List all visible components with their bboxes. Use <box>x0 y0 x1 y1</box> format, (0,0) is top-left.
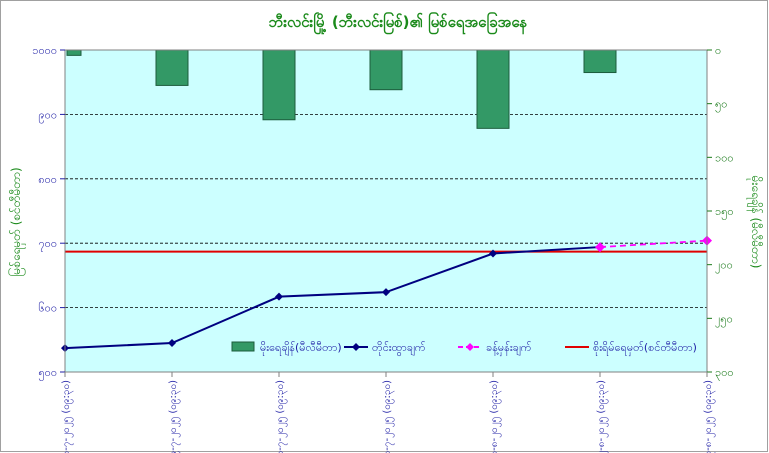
rain-bar <box>262 49 296 121</box>
x-tick-label: ၃၁-၇-၂၀၂၅ (၀၉:၃၀) <box>382 380 395 453</box>
right-tick-label: ၅၀ <box>715 98 727 113</box>
x-tick-label: ၃၀-၇-၂၀၂၅ (၀၉:၃၀) <box>275 380 288 453</box>
left-tick-label: ၁၀၀၀ <box>32 44 57 57</box>
x-tick-label: ၂-၈-၂၀၂၅ (၀၉:၃၀) <box>596 380 609 453</box>
x-tick-label: ၂၈-၇-၂၀၂၅ (၀၉:၃၀) <box>61 380 74 453</box>
legend-label: စိုးရိမ်ရေမှတ်(စင်တီမီတာ) <box>593 341 697 356</box>
right-tick-label: ၀ <box>715 44 721 57</box>
right-axis-title: မိုးရေချိန် (မီလီမီတာ) <box>746 176 764 269</box>
legend-label: မိုးရေချိန်(မီလီမီတာ) <box>260 341 342 356</box>
x-axis-ticks: ၂၈-၇-၂၀၂၅ (၀၉:၃၀) ၂၉-၇-၂၀၂၅ (၀၉:၃၀) ၃၀-၇-၂… <box>61 372 716 453</box>
measured-point <box>382 288 390 297</box>
measured-point <box>489 249 497 258</box>
legend-marker <box>466 343 474 351</box>
measured-point <box>168 339 176 348</box>
forecast-point <box>595 242 605 253</box>
measured-line <box>64 246 601 350</box>
right-tick-label: ၂၀၀ <box>715 259 733 274</box>
legend-label: တိုင်းထွာချက် <box>372 341 426 356</box>
left-tick-label: ၆၀၀ <box>38 302 57 315</box>
rain-bar <box>155 49 189 86</box>
left-tick-label: ၅၀၀ <box>38 366 57 381</box>
plot-area <box>65 50 707 372</box>
left-tick-label: ၉၀၀ <box>38 108 57 123</box>
rainfall-bars <box>66 49 617 129</box>
x-tick-label: ၃-၈-၂၀၂၅ (၀၉:၃၀) <box>703 380 716 453</box>
rain-bar <box>476 49 510 129</box>
left-tick-label: ၈၀၀ <box>38 173 57 186</box>
left-axis-ticks: ၅၀၀ ၆၀၀ ၇၀၀ ၈၀၀ ၉၀၀ ၁၀၀၀ <box>32 44 65 381</box>
legend-marker <box>352 343 360 351</box>
rain-bar <box>583 49 617 74</box>
x-tick-label: ၂၉-၇-၂၀၂၅ (၀၉:၃၀) <box>168 380 181 453</box>
right-tick-label: ၁၅၀ <box>715 205 734 220</box>
x-tick-label: ၁-၈-၂၀၂၅ (၀၉:၃၀) <box>489 380 502 453</box>
right-tick-label: ၃၀၀ <box>715 366 734 381</box>
legend-swatch <box>231 341 255 352</box>
right-tick-label: ၂၅၀ <box>715 312 733 327</box>
measured-point <box>275 292 283 301</box>
left-tick-label: ၇၀၀ <box>38 237 57 252</box>
forecast-line <box>599 239 708 248</box>
water-level-lines <box>64 239 708 350</box>
rain-bar <box>369 49 403 91</box>
legend-label: ခန့်မှန်းချက် <box>486 341 532 356</box>
rain-bar <box>66 49 82 56</box>
right-tick-label: ၁၀၀ <box>715 151 734 164</box>
legend: မိုးရေချိန်(မီလီမီတာ) တိုင်းထွာချက် ခန့်မှ… <box>231 341 697 356</box>
left-axis-title: မြစ်ရေမှတ် (စင်တီမီတာ) <box>7 167 26 276</box>
